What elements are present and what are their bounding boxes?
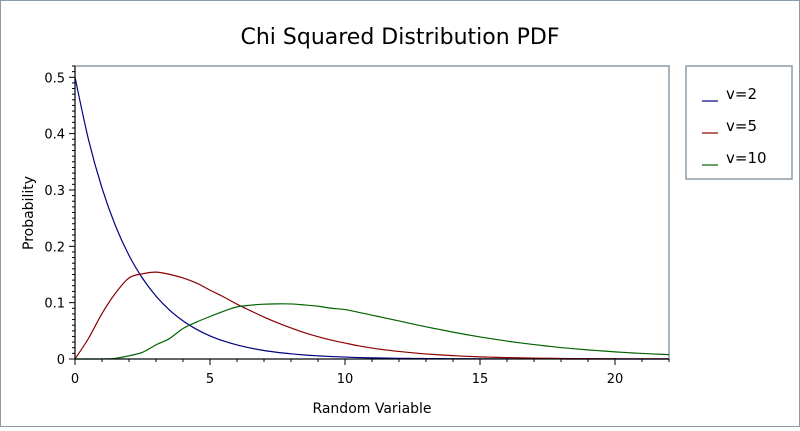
legend [685,65,793,180]
axes-layer: 0 5 10 15 20 0 0.1 0.2 0.3 0.4 0.5 [44,65,670,387]
series-line-3 [74,303,670,360]
y-tick-label: 0.1 [44,297,65,312]
x-tick-label: 5 [206,372,214,387]
chart-title: Chi Squared Distribution PDF [240,25,559,50]
legend-label-3: v=10 [726,149,767,167]
y-axis-label: Probability [21,176,37,250]
x-tick-label: 10 [337,372,354,387]
y-tick-label: 0.3 [44,184,65,199]
y-tick-label: 0.5 [44,71,65,86]
legend-label-2: v=5 [726,117,757,135]
y-tick-label: 0.4 [44,128,65,143]
y-tick-label: 0 [57,353,65,368]
plot-area [74,65,670,360]
x-tick-label: 15 [472,372,489,387]
x-tick-label: 0 [71,372,79,387]
legend-entries: v=2 v=5 v=10 [702,85,767,167]
x-tick-label: 20 [607,372,624,387]
x-axis-label: Random Variable [312,401,431,417]
legend-label-1: v=2 [726,85,757,103]
y-tick-label: 0.2 [44,240,65,255]
